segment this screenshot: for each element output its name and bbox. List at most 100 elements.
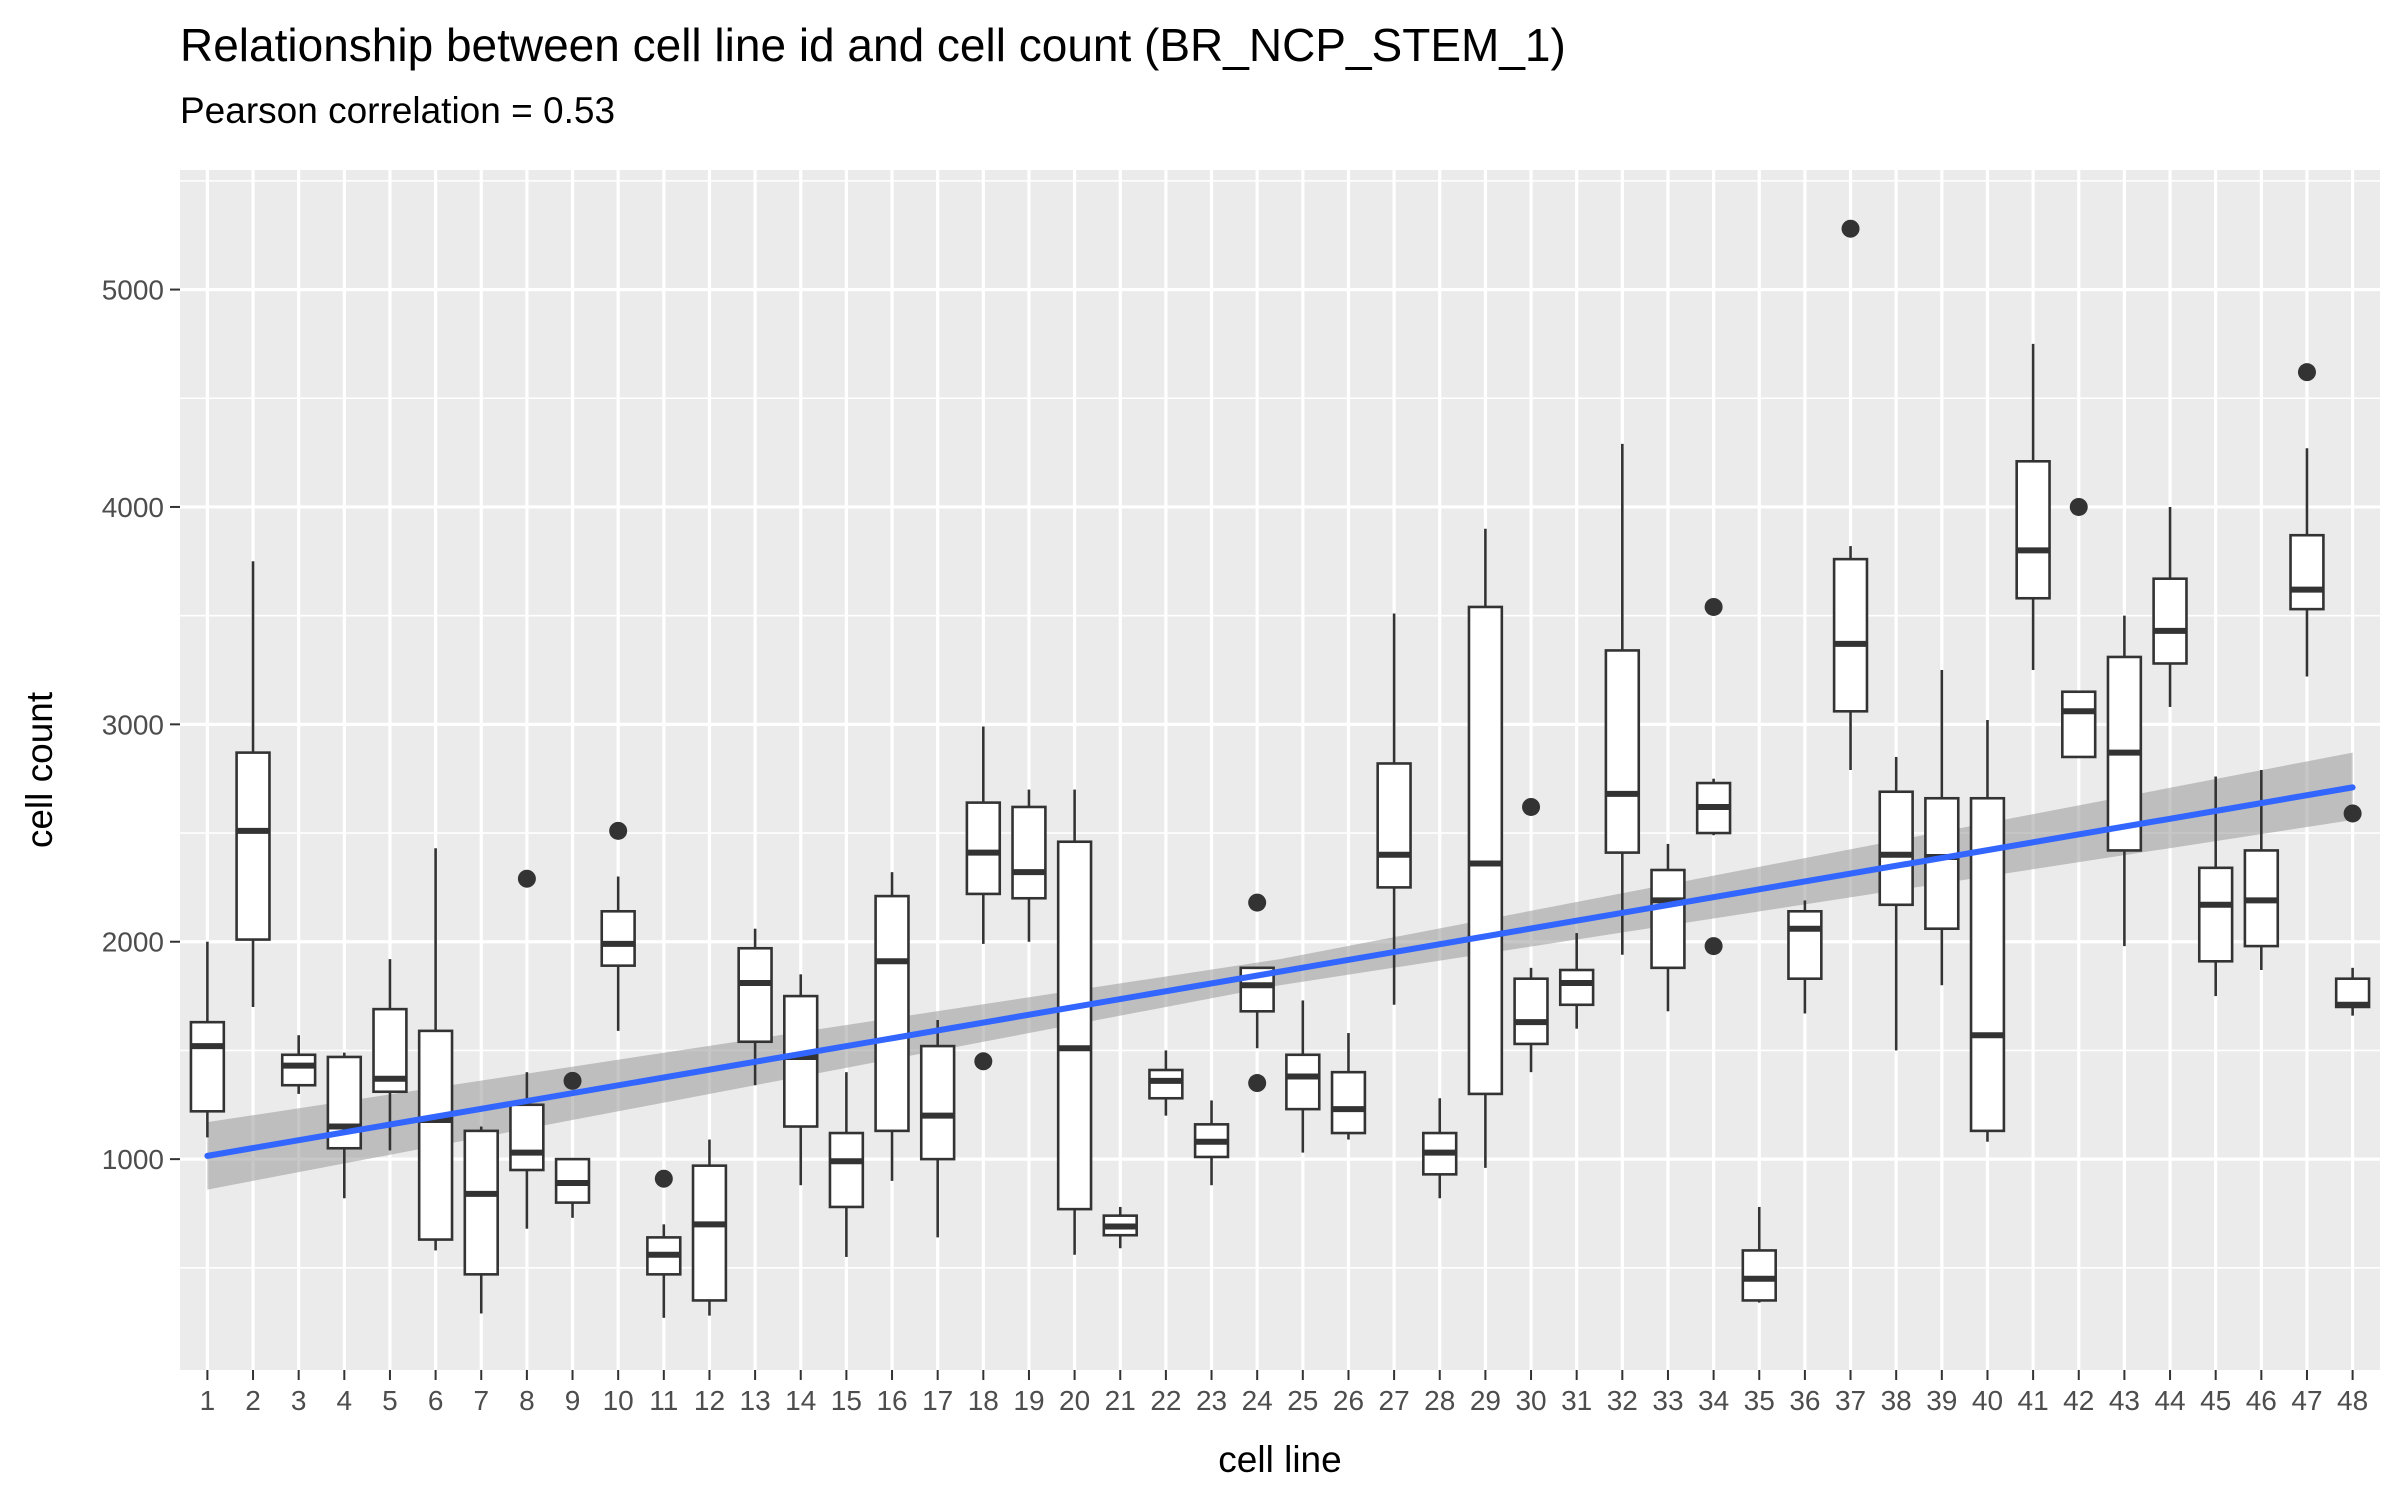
- box: [828, 1131, 865, 1209]
- x-tick-label: 27: [1379, 1385, 1410, 1416]
- box: [2015, 460, 2051, 600]
- x-tick-label: 3: [291, 1385, 307, 1416]
- x-tick-label: 25: [1287, 1385, 1318, 1416]
- box: [1741, 1249, 1777, 1302]
- box: [1832, 557, 1869, 713]
- outlier-point: [1704, 597, 1723, 616]
- boxes-layer: [189, 219, 2371, 1318]
- x-tick-label: 44: [2154, 1385, 2185, 1416]
- x-tick-label: 21: [1105, 1385, 1136, 1416]
- box: [417, 1029, 454, 1241]
- x-tick-label: 1: [200, 1385, 216, 1416]
- x-tick-label: 10: [603, 1385, 634, 1416]
- x-tick-label: 40: [1972, 1385, 2003, 1416]
- x-tick-label: 22: [1150, 1385, 1181, 1416]
- x-tick-label: 9: [565, 1385, 581, 1416]
- x-tick-label: 32: [1607, 1385, 1638, 1416]
- x-tick-label: 8: [519, 1385, 535, 1416]
- box: [1467, 605, 1504, 1096]
- box: [1330, 1070, 1367, 1135]
- x-tick-label: 34: [1698, 1385, 1729, 1416]
- x-tick-label: 45: [2200, 1385, 2231, 1416]
- x-tick-label: 33: [1652, 1385, 1683, 1416]
- outlier-point: [1841, 219, 1860, 238]
- outlier-point: [1248, 893, 1267, 912]
- x-tick-label: 5: [382, 1385, 398, 1416]
- outlier-point: [609, 821, 628, 840]
- box: [1011, 805, 1047, 900]
- x-tick-label: 16: [876, 1385, 907, 1416]
- x-tick-label: 17: [922, 1385, 953, 1416]
- outlier-point: [974, 1052, 993, 1071]
- outlier-point: [1522, 797, 1541, 816]
- outlier-point: [654, 1169, 673, 1188]
- x-tick-label: 47: [2291, 1385, 2322, 1416]
- outlier-point: [1248, 1074, 1267, 1093]
- box: [2197, 866, 2234, 963]
- x-tick-label: 19: [1013, 1385, 1044, 1416]
- box: [1604, 649, 1641, 854]
- x-tick-label: 42: [2063, 1385, 2094, 1416]
- box: [280, 1053, 317, 1087]
- x-tick-label: 29: [1470, 1385, 1501, 1416]
- outlier-point: [2069, 497, 2088, 516]
- box: [874, 894, 910, 1133]
- y-tick-label: 3000: [102, 709, 164, 740]
- x-tick-label: 15: [831, 1385, 862, 1416]
- x-tick-label: 14: [785, 1385, 816, 1416]
- x-tick-label: 11: [649, 1385, 678, 1416]
- plot-panel: [180, 170, 2380, 1370]
- x-tick-label: 39: [1926, 1385, 1957, 1416]
- x-tick-label: 28: [1424, 1385, 1455, 1416]
- y-tick-label: 1000: [102, 1144, 164, 1175]
- box: [1558, 968, 1595, 1007]
- outlier-point: [517, 869, 536, 888]
- x-tick-label: 35: [1744, 1385, 1775, 1416]
- x-tick-label: 2: [245, 1385, 261, 1416]
- box: [1513, 977, 1549, 1046]
- box: [919, 1044, 956, 1161]
- box: [1650, 868, 1686, 970]
- box: [1148, 1068, 1184, 1100]
- box: [1878, 790, 1914, 907]
- x-tick-label: 37: [1835, 1385, 1866, 1416]
- x-tick-label: 36: [1789, 1385, 1820, 1416]
- x-tick-label: 6: [428, 1385, 444, 1416]
- box: [1285, 1053, 1321, 1111]
- box: [737, 946, 773, 1044]
- x-tick-label: 38: [1881, 1385, 1912, 1416]
- x-axis-title: cell line: [1218, 1439, 1341, 1480]
- x-tick-label: 31: [1561, 1385, 1592, 1416]
- box: [1924, 796, 1960, 930]
- y-tick-label: 2000: [102, 927, 164, 958]
- box: [600, 910, 636, 967]
- x-tick-label: 23: [1196, 1385, 1227, 1416]
- x-tick-label: 26: [1333, 1385, 1364, 1416]
- box: [1787, 910, 1823, 980]
- box: [1056, 840, 1093, 1211]
- trend-layer: [204, 784, 2356, 1159]
- x-tick-label: 12: [694, 1385, 725, 1416]
- trend-line: [204, 784, 2356, 1159]
- box: [189, 1020, 226, 1113]
- box: [2061, 690, 2097, 759]
- x-tick-label: 18: [968, 1385, 999, 1416]
- box: [965, 801, 1002, 896]
- x-tick-label: 13: [740, 1385, 771, 1416]
- outlier-point: [2297, 363, 2316, 382]
- y-tick-label: 5000: [102, 275, 164, 306]
- box: [783, 994, 819, 1128]
- box: [235, 751, 271, 941]
- box: [2289, 533, 2325, 611]
- x-tick-label: 24: [1242, 1385, 1273, 1416]
- outlier-point: [2343, 804, 2362, 823]
- outlier-point: [563, 1071, 582, 1090]
- box: [2152, 577, 2188, 665]
- outlier-point: [1704, 937, 1723, 956]
- x-tick-label: 30: [1515, 1385, 1546, 1416]
- y-tick-label: 4000: [102, 492, 164, 523]
- chart-title: Relationship between cell line id and ce…: [180, 19, 1566, 71]
